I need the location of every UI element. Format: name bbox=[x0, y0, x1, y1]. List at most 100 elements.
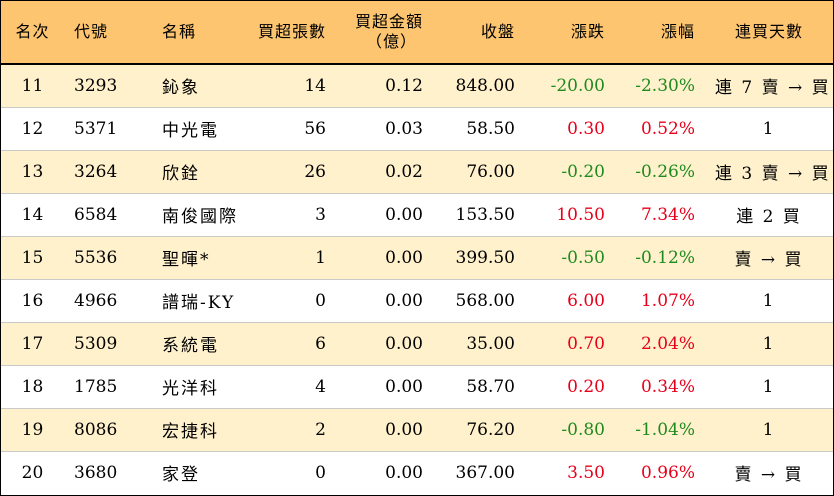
days-cell: 連 7 賣 → 買 bbox=[715, 78, 831, 99]
header-code: 代號 bbox=[64, 1, 134, 65]
close-cell: 367.00 bbox=[455, 462, 515, 483]
lots-cell: 0 bbox=[315, 462, 326, 483]
change-cell: -20.00 bbox=[550, 75, 605, 96]
change-pct-cell: 0.96% bbox=[640, 462, 695, 483]
code-cell: 6584 bbox=[74, 204, 118, 225]
change-cell: 3.50 bbox=[567, 462, 605, 483]
change-pct-cell: 0.34% bbox=[640, 376, 695, 397]
name-cell: 家登 bbox=[162, 465, 200, 486]
change-cell: 0.70 bbox=[567, 333, 605, 354]
lots-cell: 1 bbox=[315, 247, 326, 268]
rank-cell: 20 bbox=[21, 462, 44, 483]
name-cell: 欣銓 bbox=[162, 164, 200, 184]
header-net-buy-lots: 買超張數 bbox=[244, 1, 336, 65]
name-cell: 鈊象 bbox=[162, 78, 200, 99]
rank-cell: 15 bbox=[21, 247, 44, 268]
header-consecutive-days: 連買天數 bbox=[705, 1, 833, 65]
rank-cell: 11 bbox=[21, 75, 44, 96]
close-cell: 153.50 bbox=[455, 204, 515, 225]
code-cell: 3680 bbox=[74, 462, 118, 483]
code-cell: 5309 bbox=[74, 333, 118, 354]
change-cell: -0.80 bbox=[561, 419, 605, 440]
amount-cell: 0.00 bbox=[385, 419, 423, 440]
header-net-buy-amount: 買超金額 （億） bbox=[336, 1, 433, 65]
amount-cell: 0.02 bbox=[385, 161, 423, 182]
change-cell: 0.20 bbox=[567, 376, 605, 397]
code-cell: 4966 bbox=[74, 290, 118, 311]
table-row: 19 8086 宏捷科 2 0.00 76.20 -0.80 -1.04% 1 bbox=[1, 408, 833, 451]
change-pct-cell: 0.52% bbox=[640, 118, 695, 139]
rank-cell: 12 bbox=[21, 118, 44, 139]
code-cell: 3293 bbox=[74, 75, 118, 96]
name-cell: 系統電 bbox=[162, 336, 219, 356]
days-cell: 1 bbox=[762, 290, 776, 311]
code-cell: 5536 bbox=[74, 247, 118, 268]
rank-cell: 18 bbox=[21, 376, 44, 397]
change-pct-cell: 1.07% bbox=[640, 290, 695, 311]
name-cell: 中光電 bbox=[162, 121, 219, 141]
table-row: 14 6584 南俊國際 3 0.00 153.50 10.50 7.34% 連… bbox=[1, 193, 833, 236]
close-cell: 76.20 bbox=[466, 419, 515, 440]
lots-cell: 56 bbox=[304, 118, 326, 139]
table-row: 12 5371 中光電 56 0.03 58.50 0.30 0.52% 1 bbox=[1, 107, 833, 150]
lots-cell: 14 bbox=[304, 75, 326, 96]
code-cell: 8086 bbox=[74, 419, 118, 440]
lots-cell: 0 bbox=[315, 290, 326, 311]
name-cell: 譜瑞-KY bbox=[162, 293, 236, 313]
lots-cell: 26 bbox=[304, 161, 326, 182]
change-cell: 10.50 bbox=[556, 204, 605, 225]
change-pct-cell: 2.04% bbox=[640, 333, 695, 354]
change-pct-cell: 7.34% bbox=[640, 204, 695, 225]
header-name: 名稱 bbox=[134, 1, 244, 65]
change-pct-cell: -0.26% bbox=[635, 161, 695, 182]
table-row: 11 3293 鈊象 14 0.12 848.00 -20.00 -2.30% … bbox=[1, 64, 833, 107]
amount-cell: 0.00 bbox=[385, 204, 423, 225]
name-cell: 南俊國際 bbox=[162, 207, 238, 227]
rank-cell: 14 bbox=[21, 204, 44, 225]
days-cell: 賣 → 買 bbox=[734, 465, 804, 486]
amount-cell: 0.00 bbox=[385, 247, 423, 268]
table-row: 13 3264 欣銓 26 0.02 76.00 -0.20 -0.26% 連 … bbox=[1, 150, 833, 193]
header-rank: 名次 bbox=[1, 1, 64, 65]
header-change: 漲跌 bbox=[525, 1, 615, 65]
close-cell: 76.00 bbox=[466, 161, 515, 182]
days-cell: 1 bbox=[762, 333, 776, 354]
amount-cell: 0.00 bbox=[385, 333, 423, 354]
name-cell: 聖暉* bbox=[162, 250, 211, 270]
table-row: 20 3680 家登 0 0.00 367.00 3.50 0.96% 賣 → … bbox=[1, 451, 833, 494]
close-cell: 35.00 bbox=[466, 333, 515, 354]
amount-cell: 0.03 bbox=[385, 118, 423, 139]
close-cell: 58.50 bbox=[466, 118, 515, 139]
header-net-buy-amount-line1: 買超金額 bbox=[354, 12, 423, 31]
change-pct-cell: -1.04% bbox=[635, 419, 695, 440]
change-cell: 0.30 bbox=[567, 118, 605, 139]
change-cell: -0.50 bbox=[561, 247, 605, 268]
days-cell: 賣 → 買 bbox=[734, 250, 804, 270]
lots-cell: 4 bbox=[315, 376, 326, 397]
name-cell: 光洋科 bbox=[162, 379, 219, 399]
lots-cell: 3 bbox=[315, 204, 326, 225]
amount-cell: 0.00 bbox=[385, 462, 423, 483]
close-cell: 58.70 bbox=[466, 376, 515, 397]
header-net-buy-amount-line2: （億） bbox=[365, 32, 417, 51]
header-close: 收盤 bbox=[433, 1, 525, 65]
change-cell: -0.20 bbox=[561, 161, 605, 182]
table-row: 17 5309 系統電 6 0.00 35.00 0.70 2.04% 1 bbox=[1, 322, 833, 365]
code-cell: 3264 bbox=[74, 161, 118, 182]
lots-cell: 6 bbox=[315, 333, 326, 354]
change-cell: 6.00 bbox=[567, 290, 605, 311]
rank-cell: 19 bbox=[21, 419, 44, 440]
code-cell: 1785 bbox=[74, 376, 118, 397]
amount-cell: 0.00 bbox=[385, 376, 423, 397]
table-header-row: 名次 代號 名稱 買超張數 買超金額 （億） 收盤 漲跌 漲幅 連買天數 bbox=[1, 1, 833, 65]
table-body: 11 3293 鈊象 14 0.12 848.00 -20.00 -2.30% … bbox=[1, 64, 833, 494]
change-pct-cell: -2.30% bbox=[635, 75, 695, 96]
rank-cell: 13 bbox=[21, 161, 44, 182]
rank-cell: 17 bbox=[21, 333, 44, 354]
days-cell: 1 bbox=[762, 118, 776, 139]
lots-cell: 2 bbox=[315, 419, 326, 440]
close-cell: 568.00 bbox=[455, 290, 515, 311]
amount-cell: 0.12 bbox=[385, 75, 423, 96]
days-cell: 1 bbox=[762, 376, 776, 397]
